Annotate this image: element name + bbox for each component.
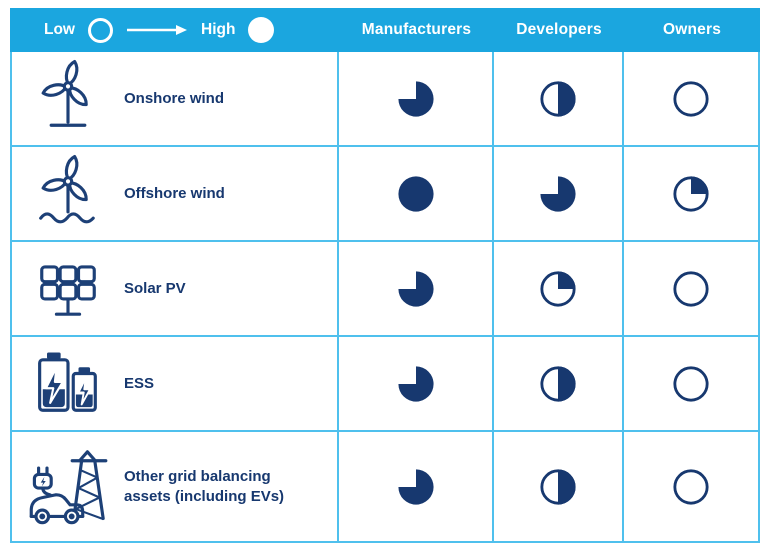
legend-high-label: High	[201, 21, 236, 38]
row-label-cell: ESS	[12, 337, 337, 430]
harvey-ball-0-icon	[672, 468, 710, 506]
harvey-ball-25-icon	[672, 175, 710, 213]
low-empty-circle-icon	[88, 17, 113, 43]
rating-cell-manufacturers	[339, 242, 492, 335]
offshore-wind-icon	[12, 152, 124, 236]
rating-cell-developers	[494, 432, 622, 541]
solar-pv-icon	[12, 247, 124, 331]
rating-cell-owners	[624, 52, 758, 145]
harvey-ball-75-icon	[397, 365, 435, 403]
rating-cell-owners	[624, 337, 758, 430]
rating-cell-owners	[624, 432, 758, 541]
column-header-developers: Developers	[516, 21, 602, 38]
rating-cell-developers	[494, 147, 622, 240]
row-label-cell: Other grid balancing assets (including E…	[12, 432, 337, 541]
row-label: Solar PV	[124, 279, 186, 297]
table-body: Onshore wind Offshore wind Solar PV ESS …	[10, 52, 760, 543]
high-filled-circle-icon	[248, 17, 275, 43]
harvey-ball-0-icon	[672, 80, 710, 118]
legend-low-label: Low	[44, 21, 75, 38]
row-label-cell: Onshore wind	[12, 52, 337, 145]
row-label: Other grid balancing assets (including E…	[124, 468, 285, 505]
rating-cell-manufacturers	[339, 147, 492, 240]
harvey-ball-50-icon	[539, 80, 577, 118]
ess-battery-icon	[12, 342, 124, 426]
harvey-ball-75-icon	[397, 80, 435, 118]
row-label: ESS	[124, 374, 155, 392]
harvey-ball-75-icon	[397, 270, 435, 308]
row-label: Offshore wind	[124, 184, 225, 202]
rating-cell-manufacturers	[339, 337, 492, 430]
harvey-ball-75-icon	[539, 175, 577, 213]
onshore-wind-icon	[12, 57, 124, 141]
harvey-ball-100-icon	[397, 175, 435, 213]
table-header: Low High Manufacturers Developers Owners	[10, 8, 760, 52]
rating-cell-owners	[624, 242, 758, 335]
column-header-manufacturers: Manufacturers	[361, 21, 472, 38]
rating-cell-manufacturers	[339, 432, 492, 541]
harvey-ball-75-icon	[397, 468, 435, 506]
rating-cell-owners	[624, 147, 758, 240]
arrow-right-icon	[127, 25, 187, 35]
harvey-ball-50-icon	[539, 468, 577, 506]
scale-legend: Low High	[10, 17, 339, 43]
rating-cell-developers	[494, 52, 622, 145]
rating-cell-developers	[494, 337, 622, 430]
row-label-cell: Offshore wind	[12, 147, 337, 240]
harvey-ball-25-icon	[539, 270, 577, 308]
row-label: Onshore wind	[124, 89, 225, 107]
harvey-ball-0-icon	[672, 365, 710, 403]
harvey-ball-50-icon	[539, 365, 577, 403]
exposure-matrix-table: Low High Manufacturers Developers Owners…	[10, 8, 760, 543]
row-label-cell: Solar PV	[12, 242, 337, 335]
grid-assets-ev-icon	[12, 445, 124, 529]
rating-cell-manufacturers	[339, 52, 492, 145]
rating-cell-developers	[494, 242, 622, 335]
column-header-owners: Owners	[662, 21, 722, 38]
harvey-ball-0-icon	[672, 270, 710, 308]
